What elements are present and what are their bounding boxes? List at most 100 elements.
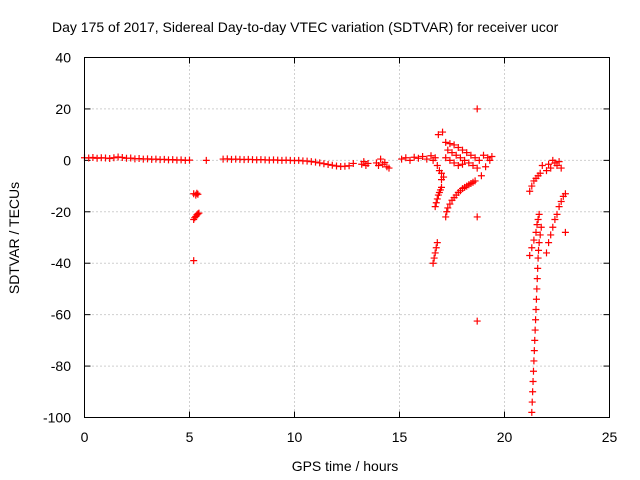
data-point	[381, 158, 389, 166]
data-point	[446, 200, 454, 208]
data-point	[533, 275, 541, 283]
x-tick-label: 25	[602, 429, 618, 445]
data-point	[364, 159, 372, 167]
data-point	[456, 154, 464, 162]
data-point	[406, 156, 414, 164]
data-point	[328, 161, 336, 169]
data-point	[444, 146, 452, 154]
data-point	[473, 317, 481, 325]
data-point	[442, 138, 450, 146]
x-tick-label: 20	[497, 429, 513, 445]
data-point	[446, 156, 454, 164]
data-point	[377, 155, 385, 163]
data-point	[543, 167, 550, 175]
data-point	[202, 156, 210, 164]
data-point	[551, 216, 559, 223]
data-point	[410, 153, 418, 161]
data-point	[450, 141, 458, 149]
data-point	[432, 244, 440, 252]
data-point	[561, 190, 569, 198]
data-point	[535, 239, 543, 247]
y-tick-label: -20	[51, 204, 71, 220]
y-tick-label: -80	[51, 358, 71, 374]
data-point	[543, 249, 550, 257]
data-point	[195, 209, 203, 217]
data-point	[471, 177, 479, 185]
data-point	[473, 164, 481, 172]
data-point	[439, 128, 447, 136]
x-tick-label: 5	[186, 429, 194, 445]
data-point	[324, 160, 332, 168]
data-points	[81, 105, 569, 416]
x-tick-labels: 0 5 10 15 20 25	[81, 429, 618, 445]
data-point	[450, 159, 458, 167]
data-point	[532, 306, 540, 313]
data-point	[529, 378, 537, 385]
data-point	[385, 164, 393, 172]
y-tick-label: 40	[55, 50, 71, 66]
data-point	[545, 239, 553, 247]
data-point	[535, 210, 543, 218]
data-point	[118, 154, 126, 162]
data-point	[186, 156, 193, 164]
data-point	[531, 326, 539, 334]
x-tick-label: 15	[392, 429, 408, 445]
data-point	[110, 154, 118, 162]
data-point	[561, 228, 569, 236]
data-point	[531, 336, 539, 344]
data-point	[194, 190, 202, 198]
data-point	[438, 176, 445, 184]
data-point	[557, 164, 565, 172]
data-point	[375, 162, 382, 169]
data-point	[434, 131, 442, 139]
data-point	[443, 208, 451, 216]
data-point	[534, 264, 542, 272]
data-point	[530, 236, 538, 244]
data-point	[530, 347, 538, 355]
data-point	[486, 156, 494, 164]
data-point	[360, 158, 368, 166]
data-point	[537, 223, 545, 231]
y-tick-label: -100	[43, 410, 71, 426]
data-point	[549, 223, 557, 231]
data-point	[465, 159, 473, 167]
data-point	[488, 153, 496, 160]
data-point	[442, 213, 450, 221]
data-point	[528, 244, 536, 252]
data-point	[555, 203, 563, 211]
axis-ticks	[84, 57, 610, 418]
data-point	[473, 213, 481, 221]
data-point	[557, 198, 565, 205]
x-axis-label: GPS time / hours	[292, 458, 399, 474]
data-point	[194, 210, 202, 218]
data-point	[526, 252, 534, 259]
data-point	[442, 154, 450, 162]
data-point	[452, 151, 460, 159]
data-point	[536, 231, 544, 239]
data-point	[473, 105, 481, 113]
data-point	[530, 357, 538, 365]
data-point	[533, 285, 541, 293]
data-point	[431, 249, 439, 257]
plot-frame	[84, 57, 610, 418]
chart-title: Day 175 of 2017, Sidereal Day-to-day VTE…	[52, 19, 559, 35]
data-point	[430, 254, 438, 262]
x-tick-label: 10	[287, 429, 303, 445]
grid-lines	[84, 57, 610, 418]
data-point	[316, 159, 324, 167]
data-point	[193, 189, 201, 197]
data-point	[433, 239, 441, 247]
data-point	[448, 149, 456, 157]
data-point	[553, 162, 561, 169]
data-point	[433, 162, 441, 169]
data-point	[477, 172, 485, 180]
data-point	[190, 257, 198, 265]
data-point	[528, 408, 536, 416]
data-point	[538, 162, 546, 169]
y-tick-label: -60	[51, 307, 71, 323]
data-point	[545, 160, 553, 168]
data-point	[528, 182, 536, 190]
data-point	[345, 162, 353, 170]
data-point	[529, 367, 537, 375]
